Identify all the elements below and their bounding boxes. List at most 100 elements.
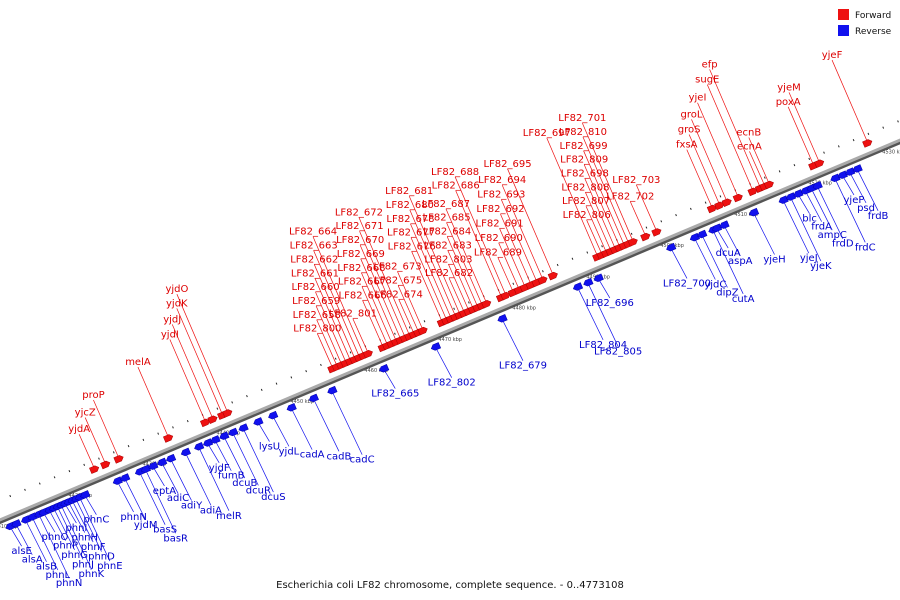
gene-label: LF82_660 — [291, 282, 339, 293]
gene-label: phnL — [46, 570, 71, 581]
leader-line — [709, 69, 761, 189]
leader-line — [629, 201, 647, 237]
gene-shape — [763, 180, 774, 190]
gene-label: LF82_684 — [423, 227, 471, 238]
gene-shape — [666, 242, 677, 252]
leader-line — [359, 231, 406, 339]
leader-line — [93, 399, 120, 459]
leader-line — [507, 168, 554, 276]
tick-mark — [112, 451, 115, 454]
gene-label: LF82_668 — [337, 263, 385, 274]
gene-label: sugE — [695, 75, 719, 86]
gene-arrow — [651, 228, 662, 237]
gene-shape — [166, 453, 177, 463]
gene-label: LF82_671 — [335, 221, 383, 232]
gene-arrow — [268, 410, 279, 420]
leader-line — [501, 199, 538, 283]
gene-shape — [749, 207, 760, 217]
leader-line — [686, 149, 713, 209]
leader-line — [782, 200, 810, 254]
gene-label: LF82_809 — [560, 155, 608, 166]
gene-arrow — [830, 173, 841, 183]
gene-arrow — [719, 220, 730, 229]
gene-label: phnE — [97, 561, 122, 572]
leader-line — [397, 271, 424, 331]
tick-mark — [127, 444, 130, 448]
gene-label: phnJ — [72, 559, 94, 570]
gene-arrow — [80, 490, 91, 499]
gene-shape — [268, 410, 279, 420]
tick-mark — [142, 438, 145, 441]
leader-line — [834, 178, 866, 243]
leader-line — [583, 150, 625, 246]
gene-shape — [210, 435, 221, 444]
gene-label: LF82_805 — [594, 347, 642, 358]
gene-label: phnN — [120, 512, 147, 523]
gene-label: yjdL — [279, 446, 300, 457]
legend-forward-swatch — [838, 9, 849, 20]
gene-label: phnH — [71, 533, 98, 544]
leader-line — [68, 501, 86, 533]
tick-label: 4440 kbp — [216, 430, 240, 436]
gene-label: adiA — [200, 505, 222, 516]
tick-mark — [408, 326, 411, 329]
tick-mark — [260, 388, 263, 392]
leader-line — [315, 292, 347, 364]
leader-line — [701, 234, 728, 288]
leader-line — [331, 390, 363, 455]
gene-label: yjdK — [166, 298, 188, 309]
leader-line — [788, 92, 821, 164]
gene-arrows — [5, 139, 873, 531]
gene-shape — [11, 519, 22, 528]
gene-arrow — [627, 238, 638, 247]
gene-label: yjeH — [763, 255, 785, 266]
gene-label: LF82_673 — [373, 262, 421, 273]
gene-label: yjdO — [165, 284, 188, 295]
leader-line — [75, 498, 102, 552]
gene-label: frdD — [832, 239, 854, 250]
gene-shape — [140, 464, 152, 474]
gene-label: LF82_661 — [291, 268, 339, 279]
leader-line — [152, 466, 165, 487]
leader-line — [214, 439, 232, 471]
leader-line — [446, 236, 479, 308]
gene-label: dipZ — [716, 287, 738, 298]
tick-mark — [24, 488, 26, 491]
leader-line — [716, 228, 729, 249]
gene-label: LF82_696 — [586, 298, 634, 309]
tick-mark — [571, 257, 574, 260]
gene-arrow — [210, 435, 221, 444]
gene-arrow — [180, 447, 191, 457]
tick-label: 4470 kbp — [438, 337, 462, 343]
leader-line — [9, 526, 22, 547]
gene-shape — [547, 271, 558, 281]
gene-label: phnG — [61, 550, 88, 561]
gene-shape — [721, 198, 732, 207]
gene-label: LF82_682 — [425, 268, 473, 279]
leader-line — [79, 497, 111, 562]
gene-label: yjdC — [704, 280, 726, 291]
legend-reverse-label: Reverse — [855, 27, 892, 37]
leader-line — [53, 507, 75, 551]
gene-shape — [732, 193, 743, 203]
leader-line — [583, 164, 621, 248]
gene-arrow — [194, 442, 205, 451]
gene-label: LF82_695 — [483, 159, 531, 170]
tick-mark — [38, 482, 41, 485]
leader-line — [315, 305, 343, 365]
gene-arrow — [481, 299, 492, 309]
tick-mark — [305, 370, 307, 373]
leader-line — [31, 517, 59, 571]
gene-arrow — [362, 349, 373, 359]
gene-arrow — [308, 393, 319, 403]
leader-line — [312, 236, 365, 356]
leader-line — [856, 168, 879, 211]
chromosome-backbone — [0, 138, 900, 525]
tick-mark — [852, 139, 855, 142]
gene-label: LF82_698 — [561, 169, 609, 180]
gene-shape — [712, 223, 723, 233]
gene-label: yjdA — [68, 424, 90, 435]
tick-mark — [453, 307, 455, 310]
gene-arrow — [327, 385, 338, 395]
gene-label: LF82_802 — [428, 378, 476, 389]
